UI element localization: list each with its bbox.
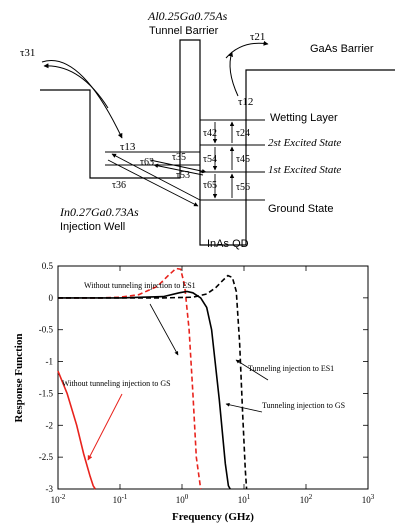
tau63-label: τ63 (140, 157, 154, 168)
tau45-label: τ45 (236, 154, 250, 165)
series-line-0 (57, 370, 96, 490)
x-tick-label: 101 (238, 493, 251, 505)
well-label: In0.27Ga0.73As (59, 205, 139, 219)
series-line-2 (58, 290, 231, 490)
arrow-tau21 (225, 40, 269, 59)
annotation-arrow-es1-tunnel (235, 359, 269, 381)
excited-state-2-label: 2st Excited State (268, 137, 341, 149)
barrier-label: Al0.25Ga0.75As (147, 9, 228, 23)
excited-state-1-label: 1st Excited State (268, 164, 341, 176)
arrow-tau53 (153, 163, 204, 176)
response-chart-svg: 10-2 10-1 100 101 102 103 0.5 0 -0.5 -1 -1.5 -2 -2.5… (13, 261, 375, 523)
response-chart: 10-2 10-1 100 101 102 103 0.5 0 -0.5 -1 -1.5 -2 -2.5… (0, 252, 400, 526)
annotation-es1-without: Without tunneling injection to ES1 (84, 281, 196, 290)
series-group (57, 267, 248, 490)
x-tick-label: 103 (362, 493, 375, 505)
annotation-gs-tunnel: Tunneling injection to GS (262, 401, 345, 410)
tau53-label: τ53 (176, 170, 190, 181)
annotation-arrow-gs-without (87, 393, 123, 461)
y-tick-label: -0.5 (39, 325, 54, 335)
annotation-es1-tunnel: Tunneling injection to ES1 (248, 364, 334, 373)
band-diagram: Al0.25Ga0.75As Tunnel Barrier GaAs Barri… (0, 0, 400, 252)
band-diagram-svg: Al0.25Ga0.75As Tunnel Barrier GaAs Barri… (20, 9, 395, 250)
tau56-label: τ56 (236, 182, 250, 193)
arrow-tau31-return (43, 63, 109, 109)
arrow-tau35 (149, 159, 207, 174)
y-tick-label: -1 (46, 357, 54, 367)
arrow-tau31 (41, 60, 123, 139)
y-tick-label: 0.5 (42, 261, 54, 271)
x-tick-label: 10-1 (113, 493, 128, 505)
tau36-label: τ36 (112, 180, 126, 191)
barrier-label-2: Tunnel Barrier (149, 25, 219, 37)
y-axis-label: Response Function (13, 334, 25, 423)
y-tick-label: -3 (46, 484, 54, 494)
arrow-tau12 (228, 51, 239, 97)
tau54-label: τ54 (203, 154, 217, 165)
gaas-barrier-label: GaAs Barrier (310, 43, 374, 55)
y-tick-label: -1.5 (39, 388, 54, 398)
x-axis-label: Frequency (GHz) (172, 511, 254, 523)
tau21-label: τ21 (250, 31, 265, 43)
tau31-label: τ31 (20, 47, 35, 59)
x-tick-label: 100 (176, 493, 189, 505)
arrow-tau63 (111, 153, 201, 201)
y-tick-label: -2 (46, 420, 54, 430)
qd-label: InAs QD (207, 238, 249, 250)
annotation-arrow-es1-without (149, 303, 179, 356)
tau35-label: τ35 (172, 152, 186, 163)
tau24-label: τ24 (236, 128, 250, 139)
tau42-label: τ42 (203, 128, 217, 139)
tau65-label: τ65 (203, 180, 217, 191)
plot-frame (57, 265, 369, 490)
series-line-1 (58, 267, 202, 490)
axis-ticks: 10-2 10-1 100 101 102 103 0.5 0 -0.5 -1 -1.5 -2 -2.5… (39, 261, 375, 505)
y-tick-label: -2.5 (39, 452, 54, 462)
band-edge-line (40, 39, 395, 246)
tau13-label: τ13 (120, 141, 136, 153)
series-line-3 (58, 274, 248, 490)
x-tick-label: 102 (300, 493, 313, 505)
x-tick-label: 10-2 (51, 493, 66, 505)
well-label-2: Injection Well (60, 221, 125, 233)
annotation-arrow-gs-tunnel (225, 402, 263, 413)
ground-state-label: Ground State (268, 203, 333, 215)
annotation-gs-without: Without tunneling injection to GS (62, 379, 171, 388)
wetting-layer-label: Wetting Layer (270, 112, 338, 124)
arrow-tau36 (107, 159, 199, 207)
y-tick-label: 0 (49, 293, 54, 303)
tau12-label: τ12 (238, 96, 253, 108)
